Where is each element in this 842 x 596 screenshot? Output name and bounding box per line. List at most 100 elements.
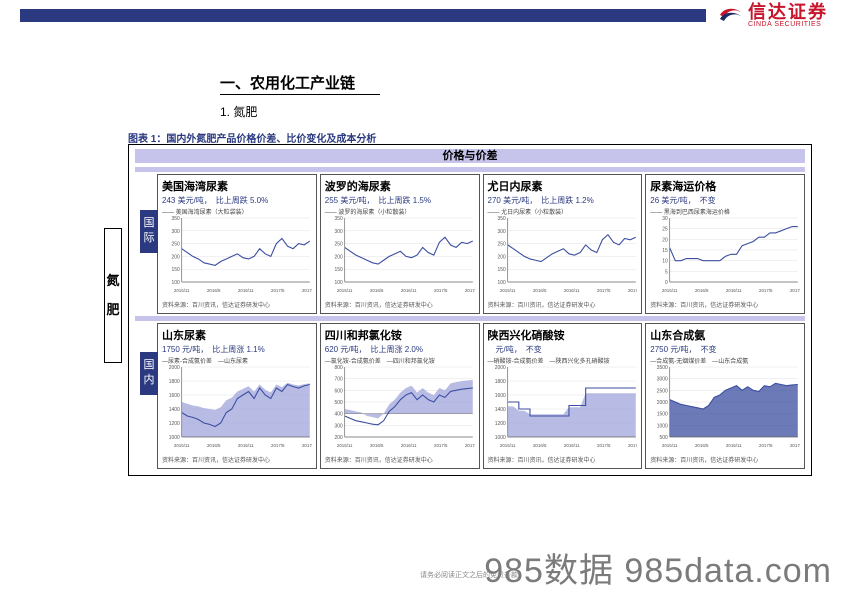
svg-text:700: 700 xyxy=(334,377,342,383)
svg-text:2016/5: 2016/5 xyxy=(695,443,709,448)
svg-text:1600: 1600 xyxy=(494,393,505,399)
svg-text:2016/11: 2016/11 xyxy=(726,443,742,448)
svg-text:150: 150 xyxy=(334,267,342,273)
svg-text:1500: 1500 xyxy=(657,412,668,418)
svg-text:2017/11: 2017/11 xyxy=(627,443,637,448)
svg-text:2017/11: 2017/11 xyxy=(302,288,312,293)
chart-legend: —硝酸铵-合成氨价差 —陕西兴化多孔硝酸铵 xyxy=(488,356,638,365)
chart-card: 尿素海运价格26 美元/吨， 不变—— 黑海到巴西尿素海运价格051015202… xyxy=(645,174,805,314)
chart-title: 四川和邦氯化铵 xyxy=(325,327,475,343)
row-label-domestic: 国内 xyxy=(140,352,158,395)
band-spacer-mid xyxy=(135,316,805,321)
watermark: 985数据 985data.com xyxy=(484,543,832,592)
svg-text:2015/11: 2015/11 xyxy=(174,288,190,293)
svg-text:15: 15 xyxy=(663,248,669,254)
svg-text:2017/11: 2017/11 xyxy=(627,288,637,293)
brand-name-en: CINDA SECURITIES xyxy=(748,21,828,28)
svg-text:3500: 3500 xyxy=(657,365,668,371)
chart-title: 山东尿素 xyxy=(162,327,312,343)
svg-text:2015/11: 2015/11 xyxy=(174,443,190,448)
svg-text:2017/11: 2017/11 xyxy=(790,288,800,293)
svg-text:5: 5 xyxy=(665,269,668,275)
section-heading: 一、农用化工产业链 1. 氮肥 xyxy=(220,72,842,120)
svg-text:100: 100 xyxy=(497,280,505,286)
svg-text:2016/5: 2016/5 xyxy=(207,443,221,448)
chart-card: 波罗的海尿素255 美元/吨， 比上周跌 1.5%—— 波罗的海尿素（小粒散装）… xyxy=(320,174,480,314)
svg-text:300: 300 xyxy=(334,423,342,429)
chart-legend: —— 美国海湾尿素（大粒袋装） xyxy=(162,207,312,216)
svg-text:1800: 1800 xyxy=(169,379,180,385)
header-blue-bar xyxy=(20,9,706,22)
svg-text:2015/11: 2015/11 xyxy=(337,443,353,448)
svg-text:2017/5: 2017/5 xyxy=(596,443,610,448)
swirl-icon xyxy=(718,5,744,25)
svg-text:2016/5: 2016/5 xyxy=(532,288,546,293)
chart-row-international: 美国海湾尿素243 美元/吨， 比上周跌 5.0%—— 美国海湾尿素（大粒袋装）… xyxy=(157,174,805,314)
row-label-main: 氮肥 xyxy=(104,228,122,363)
chart-source: 资料来源：百川资讯，信达证券研发中心 xyxy=(325,300,475,309)
chart-source: 资料来源：百川资讯，信达证券研发中心 xyxy=(488,300,638,309)
svg-text:2017/5: 2017/5 xyxy=(759,288,773,293)
svg-text:2016/11: 2016/11 xyxy=(726,288,742,293)
svg-text:200: 200 xyxy=(497,254,505,260)
svg-text:10: 10 xyxy=(663,259,669,265)
svg-text:350: 350 xyxy=(497,216,505,222)
chart-legend: —氯化铵-合成氨价差 —四川和邦氯化铵 xyxy=(325,356,475,365)
svg-text:2016/5: 2016/5 xyxy=(370,288,384,293)
svg-text:2016/11: 2016/11 xyxy=(563,443,579,448)
svg-text:1200: 1200 xyxy=(494,421,505,427)
svg-text:250: 250 xyxy=(334,242,342,248)
chart-card: 美国海湾尿素243 美元/吨， 比上周跌 5.0%—— 美国海湾尿素（大粒袋装）… xyxy=(157,174,317,314)
chart-subtitle: 2750 元/吨， 不变 xyxy=(650,344,800,355)
chart-legend: —合成氨-无烟煤价差 —山东合成氨 xyxy=(650,356,800,365)
svg-text:300: 300 xyxy=(172,229,180,235)
chart-legend: —— 波罗的海尿素（小粒散装） xyxy=(325,207,475,216)
chart-subtitle: 243 美元/吨， 比上周跌 5.0% xyxy=(162,195,312,206)
chart-source: 资料来源：百川资讯，信达证券研发中心 xyxy=(488,455,638,464)
svg-text:2016/5: 2016/5 xyxy=(207,288,221,293)
svg-text:30: 30 xyxy=(663,216,669,222)
chart-subtitle: 255 美元/吨， 比上周跌 1.5% xyxy=(325,195,475,206)
svg-text:2017/5: 2017/5 xyxy=(434,288,448,293)
svg-text:200: 200 xyxy=(172,254,180,260)
svg-text:1800: 1800 xyxy=(494,379,505,385)
chart-subtitle: 620 元/吨， 比上周涨 2.0% xyxy=(325,344,475,355)
brand-logo: 信达证券 CINDA SECURITIES xyxy=(718,3,828,28)
svg-text:250: 250 xyxy=(497,242,505,248)
row-label-international: 国际 xyxy=(140,210,158,253)
chart-card: 山东尿素1750 元/吨， 比上周涨 1.1%—尿素-合成氨价差 —山东尿素10… xyxy=(157,323,317,469)
svg-text:2015/11: 2015/11 xyxy=(662,288,678,293)
chart-subtitle: 26 美元/吨， 不变 xyxy=(650,195,800,206)
svg-text:2015/11: 2015/11 xyxy=(337,288,353,293)
svg-text:500: 500 xyxy=(334,400,342,406)
svg-text:500: 500 xyxy=(660,435,668,441)
svg-text:150: 150 xyxy=(497,267,505,273)
chart-card: 四川和邦氯化铵620 元/吨， 比上周涨 2.0%—氯化铵-合成氨价差 —四川和… xyxy=(320,323,480,469)
svg-text:2015/11: 2015/11 xyxy=(499,443,515,448)
chart-title: 山东合成氨 xyxy=(650,327,800,343)
svg-text:200: 200 xyxy=(334,254,342,260)
svg-text:1000: 1000 xyxy=(169,435,180,441)
svg-text:2017/11: 2017/11 xyxy=(465,288,475,293)
chart-legend: —尿素-合成氨价差 —山东尿素 xyxy=(162,356,312,365)
brand-name-cn: 信达证券 xyxy=(748,3,828,21)
svg-text:100: 100 xyxy=(334,280,342,286)
chart-grid: 价格与价差 美国海湾尿素243 美元/吨， 比上周跌 5.0%—— 美国海湾尿素… xyxy=(128,144,812,476)
svg-text:2016/5: 2016/5 xyxy=(532,443,546,448)
chart-card: 陕西兴化硝酸铵 元/吨， 不变—硝酸铵-合成氨价差 —陕西兴化多孔硝酸铵1000… xyxy=(483,323,643,469)
svg-text:1400: 1400 xyxy=(494,407,505,413)
svg-text:2016/11: 2016/11 xyxy=(238,288,254,293)
svg-text:2017/11: 2017/11 xyxy=(790,443,800,448)
chart-subtitle: 元/吨， 不变 xyxy=(488,344,638,355)
chart-title: 尤日内尿素 xyxy=(488,178,638,194)
chart-source: 资料来源：百川资讯，信达证券研发中心 xyxy=(325,455,475,464)
svg-text:2017/11: 2017/11 xyxy=(302,443,312,448)
chart-title: 陕西兴化硝酸铵 xyxy=(488,327,638,343)
svg-text:2016/11: 2016/11 xyxy=(401,288,417,293)
svg-text:2000: 2000 xyxy=(169,365,180,371)
svg-text:1200: 1200 xyxy=(169,421,180,427)
svg-text:0: 0 xyxy=(665,280,668,286)
chart-source: 资料来源：百川资讯，信达证券研发中心 xyxy=(650,300,800,309)
svg-text:150: 150 xyxy=(172,267,180,273)
svg-text:2016/11: 2016/11 xyxy=(401,443,417,448)
